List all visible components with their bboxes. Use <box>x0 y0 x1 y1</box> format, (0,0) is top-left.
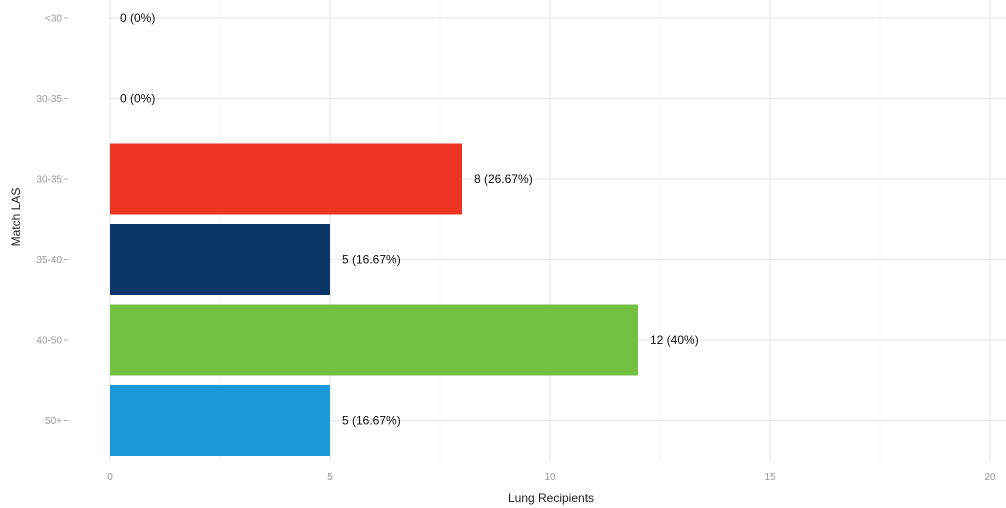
data-label: 0 (0%) <box>120 11 155 25</box>
bar <box>110 224 330 295</box>
bars <box>110 143 638 456</box>
data-label: 5 (16.67%) <box>342 414 401 428</box>
x-tick-label: 20 <box>984 472 996 483</box>
x-tick-label: 10 <box>544 472 556 483</box>
y-tick-label: 50+ <box>45 416 62 427</box>
x-tick-label: 5 <box>327 472 333 483</box>
y-tick-label: 30-35 <box>36 94 62 105</box>
bar <box>110 143 462 215</box>
y-tick-label: 40-50 <box>36 336 62 347</box>
data-labels: 0 (0%) 0 (0%) 8 (26.67%) 5 (16.67%) 12 (40%)… <box>120 11 699 428</box>
x-tick-labels: 0 5 10 15 20 <box>107 472 996 483</box>
x-tick-label: 0 <box>107 472 113 483</box>
data-label: 8 (26.67%) <box>474 172 533 186</box>
y-tick-label: 35-40 <box>36 255 62 266</box>
x-axis-title: Lung Recipients <box>508 491 594 505</box>
bar <box>110 304 638 376</box>
data-label: 0 (0%) <box>120 92 155 106</box>
data-label: 5 (16.67%) <box>342 253 401 267</box>
y-tick-labels: <30 30-35 30-35 35-40 40-50 50+ <box>36 14 68 427</box>
y-tick-label: 30-35 <box>36 175 62 186</box>
y-axis-title: Match LAS <box>9 188 23 247</box>
bar <box>110 385 330 456</box>
x-tick-label: 15 <box>764 472 776 483</box>
y-tick-label: <30 <box>45 14 62 25</box>
data-label: 12 (40%) <box>650 333 699 347</box>
